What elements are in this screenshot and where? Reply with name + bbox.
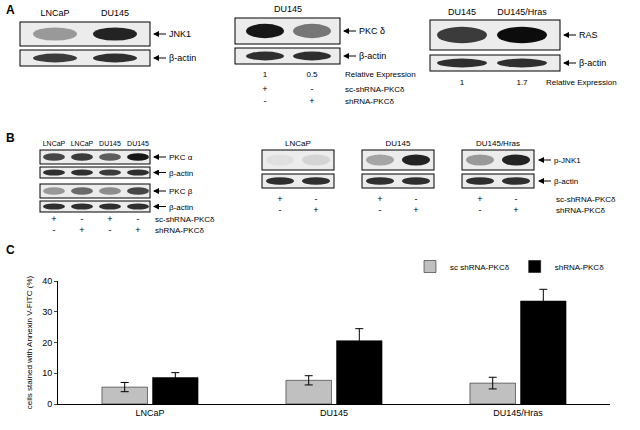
- svg-text:+: +: [477, 194, 482, 204]
- svg-text:shRNA-PKCδ: shRNA-PKCδ: [345, 97, 394, 106]
- svg-text:-: -: [264, 96, 267, 106]
- svg-text:-: -: [415, 194, 418, 204]
- svg-text:β-actin: β-actin: [579, 58, 606, 68]
- svg-text:-: -: [109, 225, 112, 235]
- svg-text:-: -: [515, 194, 518, 204]
- svg-text:-: -: [137, 214, 140, 224]
- svg-text:20: 20: [42, 338, 52, 348]
- svg-text:sc-shRNA-PKCδ: sc-shRNA-PKCδ: [155, 215, 215, 224]
- svg-text:1: 1: [460, 78, 465, 87]
- svg-text:β-actin: β-actin: [169, 53, 196, 63]
- svg-text:+: +: [107, 214, 112, 224]
- svg-text:PKC δ: PKC δ: [359, 26, 385, 36]
- svg-text:PKC α: PKC α: [169, 153, 193, 162]
- svg-text:DU145/Hras: DU145/Hras: [476, 139, 520, 148]
- svg-text:B: B: [6, 131, 15, 145]
- svg-text:+: +: [262, 84, 267, 94]
- svg-text:-: -: [315, 194, 318, 204]
- svg-text:PKC β: PKC β: [169, 187, 193, 196]
- svg-text:Relative Expression: Relative Expression: [546, 78, 617, 87]
- svg-text:DU145: DU145: [274, 4, 302, 14]
- svg-text:JNK1: JNK1: [169, 29, 191, 39]
- svg-text:C: C: [6, 243, 15, 257]
- svg-text:DU145: DU145: [320, 408, 348, 418]
- svg-text:A: A: [6, 3, 15, 17]
- svg-text:40: 40: [42, 276, 52, 286]
- svg-text:DU145/Hras: DU145/Hras: [493, 408, 543, 418]
- svg-text:Relative Expression: Relative Expression: [345, 70, 416, 79]
- svg-text:DU145: DU145: [386, 139, 411, 148]
- svg-text:DU145: DU145: [448, 7, 476, 17]
- svg-text:-: -: [479, 205, 482, 215]
- svg-text:shRNA-PKCδ: shRNA-PKCδ: [555, 263, 604, 272]
- svg-text:DU145: DU145: [101, 8, 129, 18]
- svg-text:cells stained with Annexin V-F: cells stained with Annexin V-FITC (%): [25, 275, 34, 409]
- svg-text:p-JNK1: p-JNK1: [554, 156, 581, 165]
- svg-text:LNCaP: LNCaP: [71, 140, 94, 147]
- svg-text:30: 30: [42, 307, 52, 317]
- svg-text:0: 0: [47, 399, 52, 409]
- svg-text:sc-shRNA-PKCδ: sc-shRNA-PKCδ: [556, 195, 616, 204]
- svg-text:-: -: [311, 84, 314, 94]
- svg-text:+: +: [377, 194, 382, 204]
- svg-text:-: -: [379, 205, 382, 215]
- svg-text:sc-shRNA-PKCδ: sc-shRNA-PKCδ: [345, 85, 405, 94]
- svg-text:shRNA-PKCδ: shRNA-PKCδ: [556, 206, 605, 215]
- svg-text:1.7: 1.7: [516, 78, 528, 87]
- svg-text:+: +: [413, 205, 418, 215]
- svg-text:DU145: DU145: [99, 140, 121, 147]
- svg-text:shRNA-PKCδ: shRNA-PKCδ: [155, 226, 204, 235]
- svg-text:sc shRNA-PKCδ: sc shRNA-PKCδ: [450, 263, 510, 272]
- svg-text:β-actin: β-actin: [169, 203, 193, 212]
- svg-text:-: -: [279, 205, 282, 215]
- svg-text:0.5: 0.5: [306, 70, 318, 79]
- svg-text:+: +: [313, 205, 318, 215]
- svg-text:1: 1: [263, 70, 268, 79]
- svg-text:-: -: [53, 225, 56, 235]
- svg-text:+: +: [79, 225, 84, 235]
- svg-text:β-actin: β-actin: [169, 169, 193, 178]
- svg-text:β-actin: β-actin: [359, 51, 386, 61]
- svg-text:DU145/Hras: DU145/Hras: [497, 7, 547, 17]
- svg-text:LNCaP: LNCaP: [40, 8, 69, 18]
- svg-text:LNCaP: LNCaP: [135, 408, 164, 418]
- svg-text:β-actin: β-actin: [554, 177, 578, 186]
- svg-text:+: +: [135, 225, 140, 235]
- svg-text:10: 10: [42, 368, 52, 378]
- svg-text:DU145: DU145: [127, 140, 149, 147]
- svg-text:LNCaP: LNCaP: [285, 139, 311, 148]
- svg-text:+: +: [309, 96, 314, 106]
- svg-text:+: +: [51, 214, 56, 224]
- svg-text:RAS: RAS: [579, 30, 598, 40]
- svg-text:-: -: [81, 214, 84, 224]
- svg-text:LNCaP: LNCaP: [43, 140, 66, 147]
- svg-text:+: +: [513, 205, 518, 215]
- svg-text:+: +: [277, 194, 282, 204]
